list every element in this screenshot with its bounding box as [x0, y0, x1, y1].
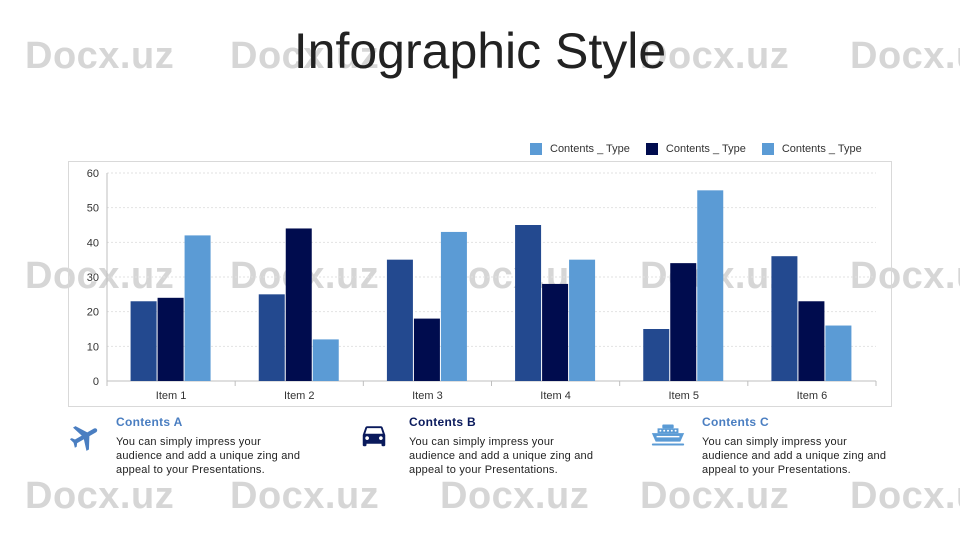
- bar: [515, 225, 542, 381]
- bar: [542, 283, 569, 381]
- chart-frame: [68, 161, 892, 407]
- bar: [798, 301, 825, 381]
- info-text: You can simply impress your audience and…: [116, 436, 301, 476]
- legend-item: Contents _ Type: [530, 143, 630, 155]
- info-title: Contents A: [116, 415, 183, 429]
- bar: [440, 231, 467, 381]
- bar: [771, 256, 798, 381]
- car-icon: [362, 426, 386, 447]
- bar: [643, 329, 670, 381]
- y-tick-label: 30: [87, 272, 99, 284]
- bar: [285, 228, 312, 381]
- legend-label: Contents _ Type: [550, 143, 630, 155]
- y-tick-label: 60: [87, 168, 99, 180]
- x-tick-label: Item 6: [797, 390, 828, 402]
- legend-item: Contents _ Type: [761, 143, 862, 155]
- legend-label: Contents _ Type: [781, 143, 862, 155]
- bar: [157, 297, 184, 381]
- info-title: Contents B: [409, 415, 476, 429]
- bar: [386, 259, 413, 381]
- bar: [258, 294, 285, 381]
- airplane-icon: [69, 426, 98, 451]
- info-block-a: Contents A You can simply impress your a…: [116, 415, 386, 477]
- legend-item: Contents _ Type: [645, 143, 746, 155]
- bar: [825, 325, 852, 381]
- info-title: Contents C: [702, 415, 769, 429]
- bar: [697, 190, 724, 381]
- x-tick-label: Item 2: [284, 390, 315, 402]
- y-tick-label: 40: [87, 237, 99, 249]
- info-block-b: Contents B You can simply impress your a…: [409, 415, 679, 477]
- bar: [670, 263, 697, 381]
- y-tick-label: 0: [93, 376, 99, 388]
- info-text: You can simply impress your audience and…: [702, 436, 887, 476]
- bar: [413, 318, 440, 381]
- legend-swatch: [761, 143, 774, 155]
- y-tick-label: 20: [87, 307, 99, 319]
- info-text: You can simply impress your audience and…: [409, 436, 594, 476]
- x-tick-label: Item 1: [156, 390, 187, 402]
- info-block-c: Contents C You can simply impress your a…: [702, 415, 960, 477]
- legend-swatch: [530, 143, 542, 155]
- bar: [569, 259, 596, 381]
- x-tick-label: Item 5: [668, 390, 699, 402]
- bar: [184, 235, 211, 381]
- x-tick-label: Item 3: [412, 390, 443, 402]
- x-tick-label: Item 4: [540, 390, 571, 402]
- y-tick-label: 10: [87, 341, 99, 353]
- legend-label: Contents _ Type: [665, 143, 746, 155]
- page-title: Infographic Style: [293, 23, 667, 79]
- y-tick-label: 50: [87, 203, 99, 215]
- chart-legend: Contents _ Type Contents _ Type Contents…: [530, 141, 862, 157]
- legend-swatch: [645, 143, 658, 155]
- ship-icon: [651, 424, 685, 446]
- bar: [312, 339, 339, 381]
- bar: [130, 301, 157, 381]
